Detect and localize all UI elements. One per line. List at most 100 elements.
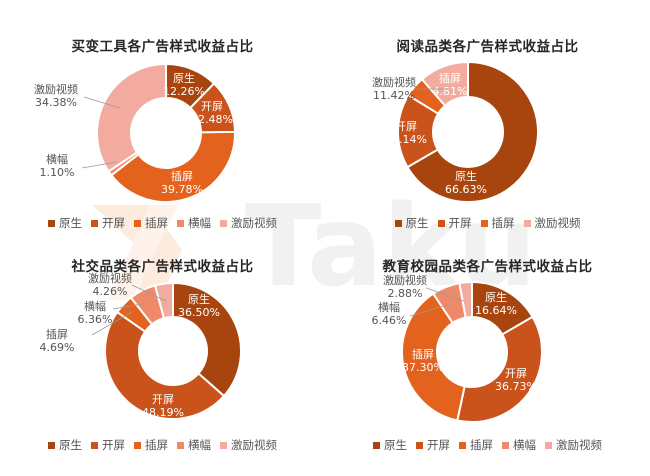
- legend-swatch-icon: [502, 441, 509, 449]
- segment-label: 插屏 39.78%: [161, 169, 203, 196]
- leader-line: [81, 161, 118, 169]
- segment-label: 激励视频 4.26%: [88, 271, 132, 298]
- legend-label: 插屏: [145, 216, 168, 230]
- leader-line: [112, 302, 149, 310]
- segment-label: 插屏 4.69%: [40, 327, 75, 354]
- legend-swatch-icon: [220, 219, 227, 227]
- legend-swatch-icon: [437, 219, 445, 227]
- legend-label: 插屏: [470, 438, 493, 452]
- legend-label: 激励视频: [556, 438, 602, 452]
- legend-item: 激励视频: [523, 215, 581, 231]
- chart-title: 教育校园品类各广告样式收益占比: [382, 259, 593, 275]
- chart-title: 社交品类各广告样式收益占比: [71, 259, 254, 275]
- legend-label: 开屏: [427, 438, 450, 452]
- legend-item: 开屏: [91, 437, 125, 453]
- segment-label: 开屏 12.48%: [191, 100, 233, 126]
- segment-label: 横幅 6.46%: [372, 300, 407, 327]
- legend-swatch-icon: [134, 441, 141, 449]
- legend-label: 原生: [59, 438, 82, 452]
- legend-swatch-icon: [48, 441, 55, 449]
- donut-chart: 原生 36.50% 开屏 48.19% 插屏 4.69%横幅 6.36%激励视频 4.26%: [40, 271, 242, 420]
- donut-segment-3: [401, 292, 466, 422]
- legend-item: 横幅: [177, 437, 211, 453]
- legend-label: 横幅: [188, 438, 211, 452]
- legend-item: 开屏: [91, 215, 125, 231]
- segment-label: 开屏 48.19%: [142, 393, 184, 419]
- segment-label: 原生 12.26%: [163, 71, 205, 98]
- legend-item: 横幅: [502, 437, 536, 453]
- leader-line: [425, 287, 465, 302]
- legend-item: 原生: [394, 215, 429, 231]
- segment-label: 横幅 1.10%: [40, 152, 75, 179]
- legend-label: 横幅: [513, 438, 536, 452]
- chart-title: 阅读品类各广告样式收益占比: [396, 39, 579, 55]
- segment-label: 插屏 37.30%: [402, 347, 444, 374]
- legend-label: 开屏: [102, 216, 125, 230]
- donut-segment-3: [110, 130, 236, 203]
- leader-line: [131, 284, 167, 302]
- legend-swatch-icon: [459, 441, 466, 449]
- segment-label: 激励视频 34.38%: [34, 82, 78, 109]
- legend-item: 激励视频: [220, 437, 277, 453]
- legend-item: 原生: [48, 215, 82, 231]
- legend-item: 插屏: [134, 215, 168, 231]
- chart-legend: 原生 开屏 插屏 横幅 激励视频: [0, 215, 325, 231]
- legend-item: 横幅: [177, 215, 211, 231]
- donut-segment-1: [172, 281, 242, 398]
- segment-label: 原生 66.63%: [445, 169, 487, 196]
- chart-panel-tool: 买变工具各广告样式收益占比原生 12.26% 开屏 12.48% 插屏 39.78% 横幅 1…: [0, 0, 325, 238]
- legend-label: 激励视频: [231, 438, 277, 452]
- legend-swatch-icon: [91, 219, 98, 227]
- donut-chart: 原生 66.63% 开屏 17.14%插屏 4.81% 激励视频 11.42%: [372, 60, 539, 203]
- chart-panel-social: 社交品类各广告样式收益占比原生 36.50% 开屏 48.19% 插屏 4.69% 横幅 6.…: [0, 238, 325, 476]
- segment-label: 原生 36.50%: [178, 292, 220, 319]
- legend-label: 激励视频: [534, 216, 581, 230]
- segment-label: 开屏 17.14%: [385, 120, 427, 146]
- segment-label: 激励视频 11.42%: [372, 75, 416, 102]
- chart-legend: 原生 开屏 插屏 横幅 激励视频: [0, 437, 325, 453]
- donut-chart: 原生 12.26%开屏 12.48% 插屏 39.78% 横幅 1.10% 激励视频 34.38…: [34, 62, 237, 203]
- leader-line: [409, 303, 451, 317]
- legend-label: 开屏: [448, 216, 472, 230]
- legend-swatch-icon: [523, 219, 531, 227]
- legend-swatch-icon: [177, 219, 184, 227]
- chart-legend: 原生 开屏 插屏 激励视频: [325, 215, 650, 231]
- legend-swatch-icon: [480, 219, 488, 227]
- donut-segment-5: [458, 280, 473, 319]
- legend-swatch-icon: [220, 441, 227, 449]
- legend-label: 原生: [405, 216, 429, 230]
- segment-label: 原生 16.64%: [475, 290, 517, 317]
- legend-item: 开屏: [437, 215, 472, 231]
- legend-item: 激励视频: [220, 215, 277, 231]
- segment-label: 横幅 6.36%: [78, 299, 113, 326]
- legend-item: 插屏: [459, 437, 493, 453]
- legend-label: 插屏: [145, 438, 168, 452]
- donut-segment-5: [153, 281, 174, 320]
- legend-swatch-icon: [394, 219, 402, 227]
- segment-label: 插屏 4.81%: [433, 71, 468, 98]
- legend-swatch-icon: [134, 219, 141, 227]
- chart-legend: 原生 开屏 插屏 横幅 激励视频: [325, 437, 650, 453]
- chart-title: 买变工具各广告样式收益占比: [71, 39, 254, 55]
- legend-swatch-icon: [48, 219, 55, 227]
- legend-label: 激励视频: [231, 216, 277, 230]
- legend-label: 开屏: [102, 438, 125, 452]
- legend-item: 插屏: [480, 215, 515, 231]
- legend-item: 原生: [48, 437, 82, 453]
- donut-segment-2: [456, 315, 543, 423]
- legend-swatch-icon: [416, 441, 423, 449]
- legend-swatch-icon: [91, 441, 98, 449]
- donut-segment-1: [406, 60, 539, 203]
- legend-item: 插屏: [134, 437, 168, 453]
- leader-line: [91, 311, 133, 336]
- chart-panel-reading: 阅读品类各广告样式收益占比原生 66.63% 开屏 17.14% 插屏 4.81% 激励视频…: [325, 0, 650, 238]
- donut-chart: 原生 16.64% 开屏 36.73% 插屏 37.30% 横幅 6.46%激励视频 2.88%: [372, 273, 543, 423]
- legend-label: 横幅: [188, 216, 211, 230]
- legend-swatch-icon: [545, 441, 552, 449]
- chart-panel-education: 教育校园品类各广告样式收益占比原生 16.64% 开屏 36.73% 插屏 37.30% 横…: [325, 238, 650, 476]
- legend-swatch-icon: [177, 441, 184, 449]
- legend-label: 原生: [384, 438, 407, 452]
- legend-item: 激励视频: [545, 437, 602, 453]
- segment-label: 开屏 36.73%: [495, 367, 537, 393]
- legend-swatch-icon: [373, 441, 380, 449]
